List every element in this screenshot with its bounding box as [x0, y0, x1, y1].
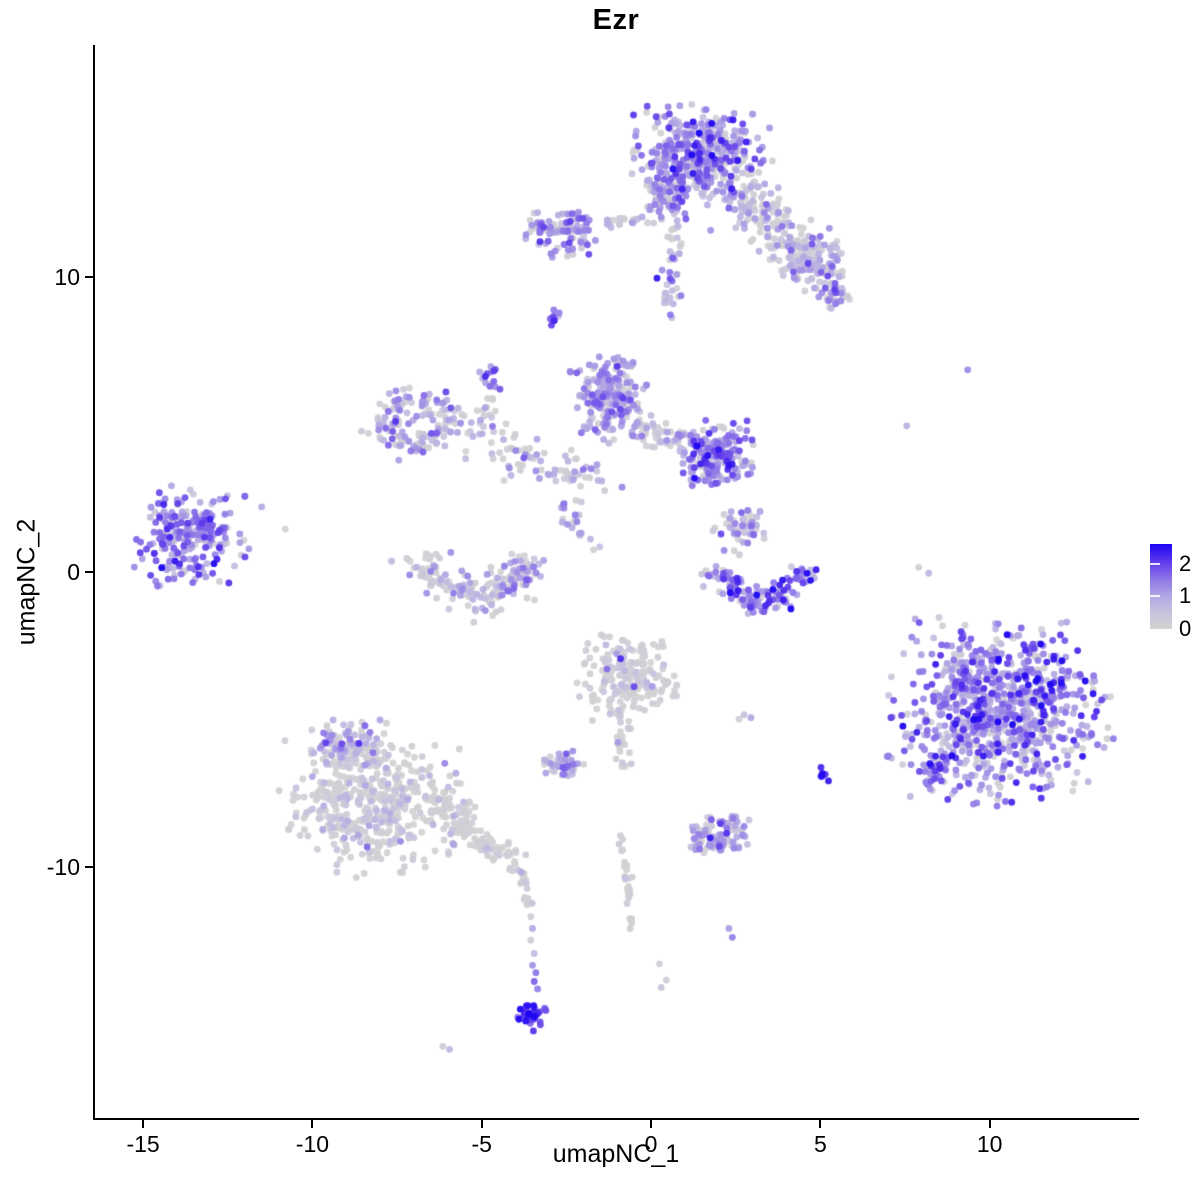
x-axis-line	[93, 1118, 1139, 1120]
x-tick-label: 10	[976, 1131, 1003, 1157]
y-tick-label: 10	[54, 263, 80, 290]
y-tick-mark	[85, 275, 93, 278]
x-tick-label: 0	[644, 1131, 658, 1157]
x-tick-mark	[650, 1120, 653, 1128]
x-tick-mark	[480, 1120, 483, 1128]
colorbar-gradient	[1150, 544, 1172, 629]
x-tick-label: -10	[295, 1131, 330, 1157]
y-axis-line	[93, 45, 95, 1120]
x-tick-label: 5	[813, 1131, 827, 1157]
y-tick-mark	[85, 865, 93, 868]
legend-label: 2	[1179, 550, 1192, 576]
legend-label: 0	[1179, 616, 1192, 641]
x-tick-mark	[819, 1120, 822, 1128]
x-axis-title: umapNC_1	[552, 1140, 680, 1168]
y-tick-label: -10	[46, 853, 80, 880]
plot-title: Ezr	[592, 4, 640, 36]
y-tick-label: 0	[67, 558, 80, 585]
legend-tick-mark	[1150, 562, 1160, 565]
x-tick-mark	[142, 1120, 145, 1128]
legend-label: 1	[1179, 583, 1192, 609]
legend-tick-mark	[1150, 595, 1160, 598]
expression-colorbar-legend: 2 1 0	[1148, 540, 1200, 640]
x-tick-mark	[988, 1120, 991, 1128]
y-tick-mark	[85, 570, 93, 573]
x-tick-mark	[311, 1120, 314, 1128]
x-tick-label: -15	[126, 1131, 160, 1157]
x-tick-label: -5	[471, 1131, 492, 1157]
